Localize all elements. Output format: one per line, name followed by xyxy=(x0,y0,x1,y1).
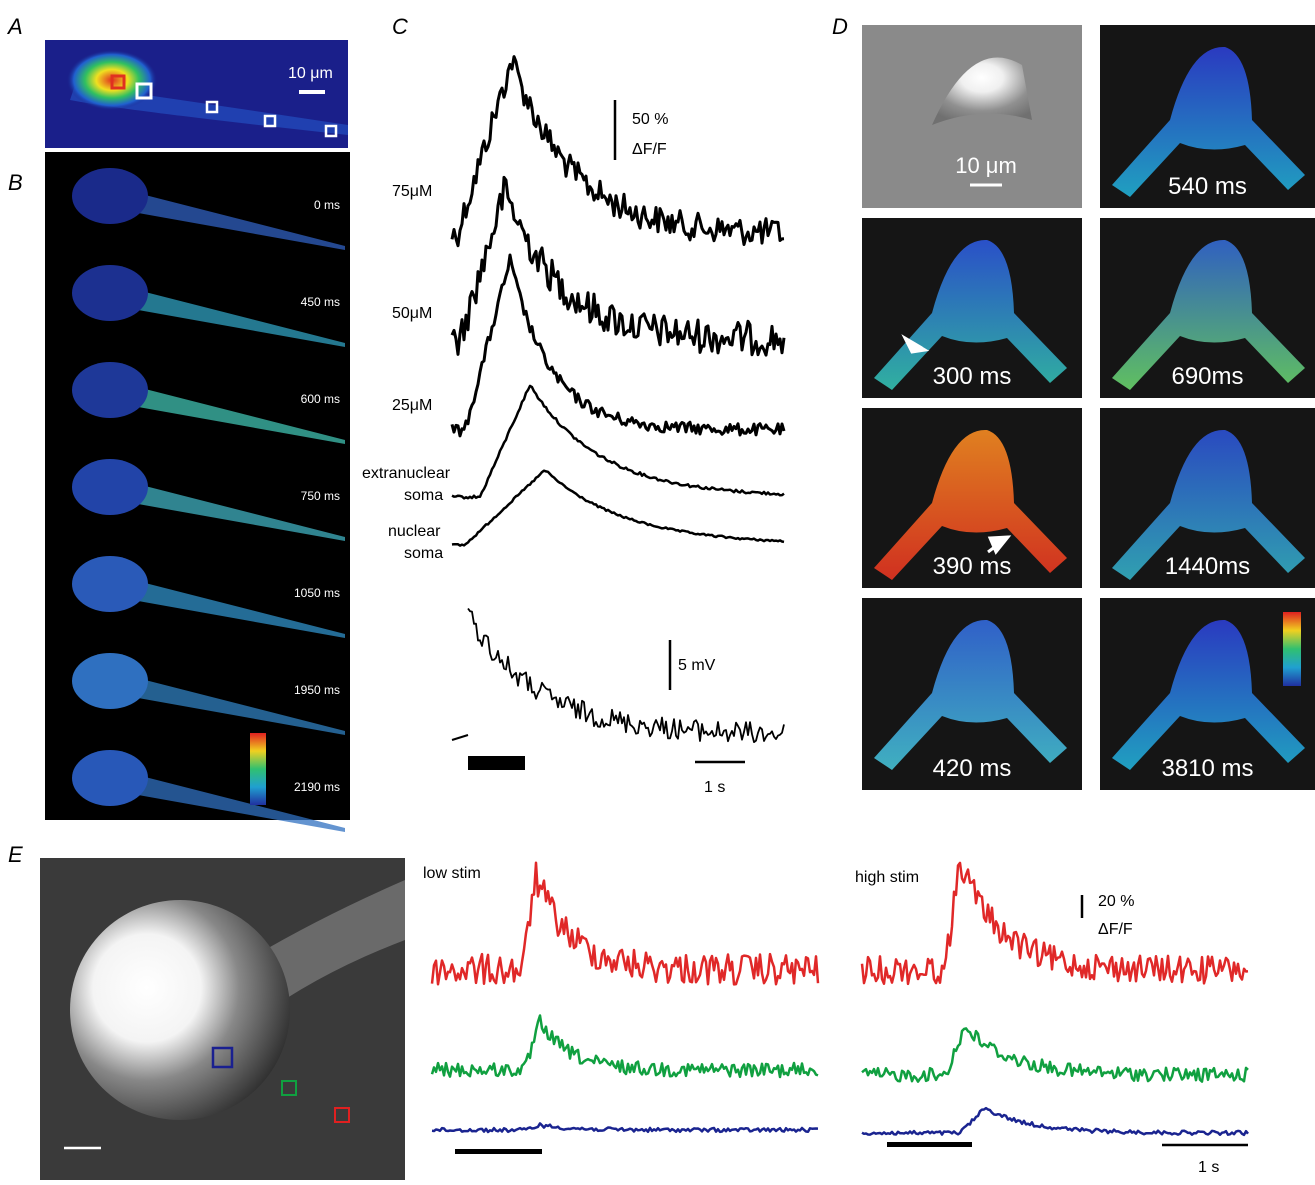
condition-label: high stim xyxy=(855,869,919,886)
figure: A B C D E 10 μm 0 ms 450 ms 600 ms 750 ms 10… xyxy=(0,0,1315,1180)
trace-label: 25μM xyxy=(392,397,432,414)
cell-body xyxy=(72,750,148,806)
stimulus-bar xyxy=(468,756,525,770)
time-label: 390 ms xyxy=(933,553,1012,580)
scale-label: 50 % xyxy=(632,111,668,128)
panel-e-image xyxy=(40,858,405,1180)
time-label: 690ms xyxy=(1171,363,1243,390)
scale-label: 10 μm xyxy=(955,153,1017,178)
time-label: 450 ms xyxy=(301,295,340,309)
time-label: 3810 ms xyxy=(1161,755,1253,782)
trace-label: soma xyxy=(404,545,443,562)
time-label: 420 ms xyxy=(933,755,1012,782)
cell-body xyxy=(72,459,148,515)
trace xyxy=(452,735,468,740)
scale-label: 20 % xyxy=(1098,893,1134,910)
image-tile xyxy=(862,25,1082,208)
time-label: 750 ms xyxy=(301,489,340,503)
stimulus-bar xyxy=(455,1149,542,1154)
time-label: 540 ms xyxy=(1168,173,1247,200)
trace xyxy=(862,1028,1248,1081)
trace-label: 50μM xyxy=(392,305,432,322)
time-label: 2190 ms xyxy=(294,780,340,794)
trace xyxy=(452,471,784,546)
trace xyxy=(432,1016,818,1078)
time-label: 0 ms xyxy=(314,198,340,212)
time-label: 600 ms xyxy=(301,392,340,406)
time-label: 1950 ms xyxy=(294,683,340,697)
panel-label: E xyxy=(8,842,23,867)
trace-label: nuclear xyxy=(388,523,441,540)
scale-label: 10 μm xyxy=(288,65,333,82)
trace xyxy=(432,863,818,985)
trace-label: soma xyxy=(404,487,443,504)
scale-label: ΔF/F xyxy=(632,141,667,158)
time-label: 300 ms xyxy=(933,363,1012,390)
trace xyxy=(432,1123,818,1132)
condition-label: low stim xyxy=(423,865,481,882)
panel-a-image xyxy=(45,40,348,148)
scale-label: 1 s xyxy=(704,779,725,796)
stimulus-bar xyxy=(887,1142,972,1147)
cell-body xyxy=(72,362,148,418)
cell-body xyxy=(72,653,148,709)
trace xyxy=(468,609,784,743)
trace xyxy=(452,57,784,246)
trace xyxy=(452,255,784,436)
scale-label: 1 s xyxy=(1198,1159,1219,1176)
trace xyxy=(862,1108,1248,1135)
trace xyxy=(862,863,1248,984)
panel-label: C xyxy=(392,14,408,39)
trace-label: 75μM xyxy=(392,183,432,200)
panel-label: B xyxy=(8,170,23,195)
cell-body xyxy=(72,168,148,224)
panel-label: A xyxy=(6,14,23,39)
panel-label: D xyxy=(832,14,848,39)
cell-body xyxy=(72,556,148,612)
scale-label: 5 mV xyxy=(678,657,716,674)
time-label: 1440ms xyxy=(1165,553,1250,580)
time-label: 1050 ms xyxy=(294,586,340,600)
scale-label: ΔF/F xyxy=(1098,921,1133,938)
color-bar xyxy=(1283,612,1301,686)
trace xyxy=(452,386,784,499)
trace-label: extranuclear xyxy=(362,465,451,482)
cell-body xyxy=(72,265,148,321)
color-bar xyxy=(250,733,266,805)
